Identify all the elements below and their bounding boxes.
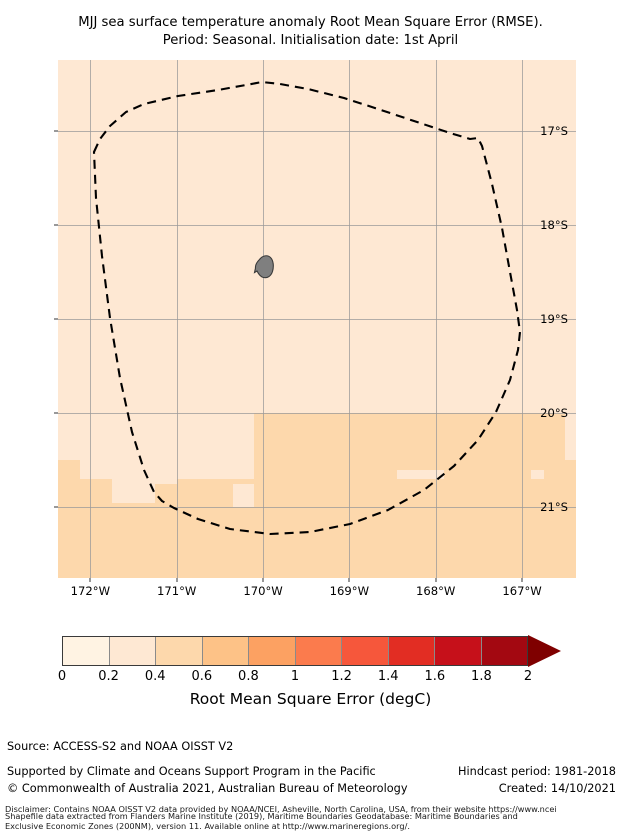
colorbar-segment	[481, 637, 527, 665]
x-axis-tick-mark	[435, 578, 437, 582]
x-axis-tick-mark	[89, 578, 91, 582]
colorbar-segment	[388, 637, 435, 665]
disclaimer-line-2: Shapefile data extracted from Flanders M…	[5, 811, 518, 821]
colorbar-segment	[435, 637, 482, 665]
colorbar-segment	[156, 637, 203, 665]
y-axis-tick-label: 19°S	[540, 312, 568, 326]
x-axis-tick-label: 168°W	[416, 584, 456, 598]
map-plot-area	[58, 60, 576, 578]
disclaimer-line-3: Exclusive Economic Zones (200NM), versio…	[5, 821, 410, 831]
y-axis-tick-mark	[54, 506, 58, 508]
colorbar-tick-label: 0.4	[144, 669, 166, 684]
colorbar-tick-label: 1.8	[471, 669, 492, 684]
raster-cell	[58, 460, 80, 503]
x-axis-tick-mark	[176, 578, 178, 582]
colorbar-axis-label: Root Mean Square Error (degC)	[189, 690, 432, 708]
colorbar-tick-label: 2	[523, 669, 533, 684]
created-date-line: Created: 14/10/2021	[498, 782, 616, 795]
y-axis-tick-label: 20°S	[540, 406, 568, 421]
colorbar-segment	[63, 637, 110, 665]
x-axis-tick-mark	[262, 578, 264, 582]
colorbar-tick-label: 1.2	[331, 669, 352, 684]
y-axis-tick-mark	[54, 224, 58, 226]
x-axis-tick-mark	[348, 578, 350, 582]
raster-cell	[543, 460, 576, 494]
disclaimer-line-1: Disclaimer: Contains NOAA OISST V2 data …	[5, 804, 557, 814]
island-niue-polygon	[253, 255, 274, 279]
x-axis-tick-label: 167°W	[502, 584, 542, 598]
raster-cell	[530, 413, 566, 470]
map-vector-layer	[92, 80, 522, 536]
raster-cell	[155, 483, 229, 508]
y-axis-tick-label: 18°S	[540, 217, 568, 232]
x-axis-tick-label: 171°W	[157, 584, 197, 598]
colorbar-segment	[295, 637, 342, 665]
x-axis-tick-label: 170°W	[243, 584, 283, 598]
chart-title: MJJ sea surface temperature anomaly Root…	[0, 14, 621, 50]
chart-title-line-1: MJJ sea surface temperature anomaly Root…	[78, 15, 543, 30]
copyright-line: © Commonwealth of Australia 2021, Austra…	[7, 782, 408, 795]
colorbar-tick-label: 0.6	[191, 669, 213, 684]
source-line: Source: ACCESS-S2 and NOAA OISST V2	[7, 740, 234, 753]
x-axis-tick-label: 169°W	[329, 584, 370, 598]
colorbar-segment	[249, 637, 296, 665]
colorbar-tick-label: 1	[290, 669, 300, 684]
raster-cell	[254, 413, 397, 503]
colorbar-tick-label: 1.4	[377, 669, 399, 684]
colorbar-tick-label: 0.8	[238, 669, 259, 684]
support-line: Supported by Climate and Oceans Support …	[7, 765, 376, 778]
chart-title-line-2: Period: Seasonal. Initialisation date: 1…	[162, 33, 459, 48]
colorbar: 0 0.2 0.4 0.6 0.8 1 1.2 1.4 1.6 1.8 2	[58, 635, 561, 684]
y-axis-tick-label: 17°S	[540, 123, 568, 138]
x-axis-tick-mark	[521, 578, 523, 582]
colorbar-segment	[342, 637, 389, 665]
colorbar-segment	[202, 637, 249, 665]
y-axis-tick-mark	[54, 130, 58, 132]
colorbar-segments	[62, 636, 528, 666]
eez-boundary-path	[92, 80, 522, 536]
colorbar-segment	[109, 637, 156, 665]
colorbar-tick-label: 0	[57, 669, 67, 684]
raster-cell	[232, 483, 255, 508]
y-axis-tick-mark	[54, 318, 58, 320]
colorbar-extend-arrow-icon	[528, 635, 561, 667]
colorbar-tick-label: 1.6	[424, 669, 446, 684]
x-axis-tick-label: 172°W	[70, 584, 111, 598]
y-axis-tick-label: 21°S	[540, 500, 568, 515]
colorbar-tick-label: 0.2	[98, 669, 119, 684]
y-axis-tick-mark	[54, 412, 58, 414]
hindcast-period-line: Hindcast period: 1981-2018	[458, 765, 616, 778]
